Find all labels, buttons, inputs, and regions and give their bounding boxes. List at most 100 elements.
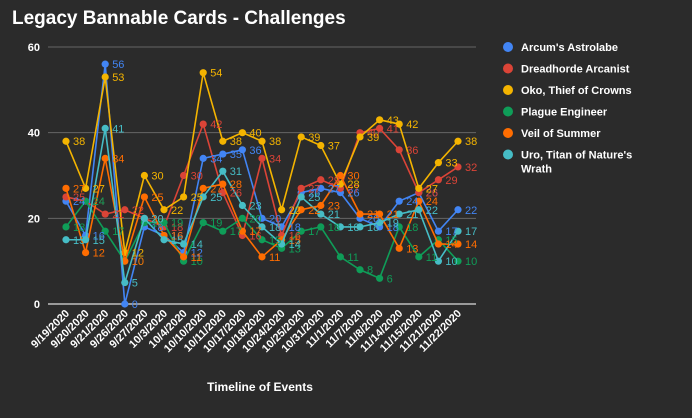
data-label: 22 xyxy=(465,205,477,217)
data-point xyxy=(101,60,109,68)
data-label: 10 xyxy=(465,256,477,268)
data-label: 22 xyxy=(171,205,183,217)
data-label: 15 xyxy=(93,235,105,247)
data-label: 41 xyxy=(112,123,124,135)
data-label: 11 xyxy=(347,252,358,264)
data-point xyxy=(238,129,246,137)
data-label: 25 xyxy=(191,192,203,204)
data-label: 34 xyxy=(269,153,281,165)
data-label: 11 xyxy=(269,252,280,264)
data-point xyxy=(121,278,129,287)
legend-marker xyxy=(503,106,513,117)
data-point xyxy=(238,146,246,154)
data-label: 13 xyxy=(289,243,301,255)
data-point xyxy=(258,214,266,222)
data-label: 21 xyxy=(387,209,399,221)
data-label: 25 xyxy=(73,192,85,204)
data-point xyxy=(199,69,207,77)
data-label: 10 xyxy=(132,256,144,268)
data-label: 11 xyxy=(426,252,437,264)
data-label: 11 xyxy=(191,252,202,264)
data-point xyxy=(317,201,325,210)
data-point xyxy=(180,171,188,180)
data-label: 22 xyxy=(308,205,320,217)
data-label: 26 xyxy=(426,188,438,200)
data-label: 16 xyxy=(171,230,183,242)
data-label: 24 xyxy=(406,196,418,208)
data-label: 53 xyxy=(112,72,124,84)
legend-entry: Plague Engineer xyxy=(521,107,608,119)
data-label: 27 xyxy=(328,183,340,195)
data-point xyxy=(454,163,462,171)
data-point xyxy=(101,227,109,235)
data-point xyxy=(297,184,305,192)
data-label: 23 xyxy=(328,200,340,212)
y-tick-label: 40 xyxy=(28,128,40,140)
data-label: 25 xyxy=(151,192,163,204)
legend-entry: Veil of Summer xyxy=(521,128,601,140)
data-label: 42 xyxy=(210,119,222,131)
data-label: 12 xyxy=(93,248,105,260)
data-point xyxy=(121,206,129,214)
data-point xyxy=(434,240,442,248)
data-label: 12 xyxy=(132,248,144,260)
data-label: 28 xyxy=(347,179,359,191)
data-point xyxy=(82,236,90,244)
data-label: 14 xyxy=(465,239,477,251)
data-point xyxy=(62,184,70,192)
data-label: 29 xyxy=(445,175,457,187)
data-label: 15 xyxy=(445,235,457,247)
data-label: 21 xyxy=(367,209,379,221)
data-point xyxy=(336,223,344,231)
legend-marker xyxy=(503,42,513,52)
data-point xyxy=(434,257,442,265)
data-label: 18 xyxy=(289,222,301,234)
data-point xyxy=(297,227,305,235)
data-label: 18 xyxy=(347,222,359,234)
data-label: 18 xyxy=(406,222,418,234)
data-point xyxy=(199,120,207,128)
data-point xyxy=(278,206,286,214)
data-point xyxy=(356,223,364,231)
data-label: 34 xyxy=(112,153,124,165)
data-point xyxy=(317,223,325,231)
data-point xyxy=(434,227,442,235)
data-label: 17 xyxy=(230,226,242,238)
data-label: 19 xyxy=(387,218,399,230)
data-label: 10 xyxy=(132,256,144,268)
data-label: 20 xyxy=(367,213,379,225)
data-label: 24 xyxy=(93,196,105,208)
data-point xyxy=(199,154,207,162)
data-point xyxy=(434,159,442,167)
data-point xyxy=(376,219,384,227)
data-label: 30 xyxy=(151,171,163,183)
data-point xyxy=(101,124,109,132)
data-label: 22 xyxy=(289,205,301,217)
data-point xyxy=(297,193,305,201)
data-label: 32 xyxy=(465,162,477,174)
data-point xyxy=(219,180,227,188)
data-point xyxy=(140,193,148,201)
data-label: 54 xyxy=(210,68,222,80)
data-point xyxy=(238,214,246,222)
legend: Arcum's Astrolabe Dreadhorde Arcanist Oko,… xyxy=(503,42,632,176)
data-point xyxy=(160,206,168,214)
data-point xyxy=(180,253,188,261)
data-point xyxy=(82,184,90,192)
data-label: 39 xyxy=(308,132,320,144)
data-label: 39 xyxy=(367,132,379,144)
data-label: 20 xyxy=(269,213,281,225)
data-label: 31 xyxy=(230,166,242,178)
data-label: 56 xyxy=(112,59,124,71)
data-label: 36 xyxy=(249,145,261,157)
data-point xyxy=(180,240,188,248)
data-label: 34 xyxy=(210,153,222,165)
data-point xyxy=(219,150,227,158)
data-point xyxy=(297,133,305,141)
data-label: 38 xyxy=(73,136,85,148)
data-label: 29 xyxy=(328,175,340,187)
data-label: 12 xyxy=(191,248,203,260)
data-label: 17 xyxy=(308,226,320,238)
